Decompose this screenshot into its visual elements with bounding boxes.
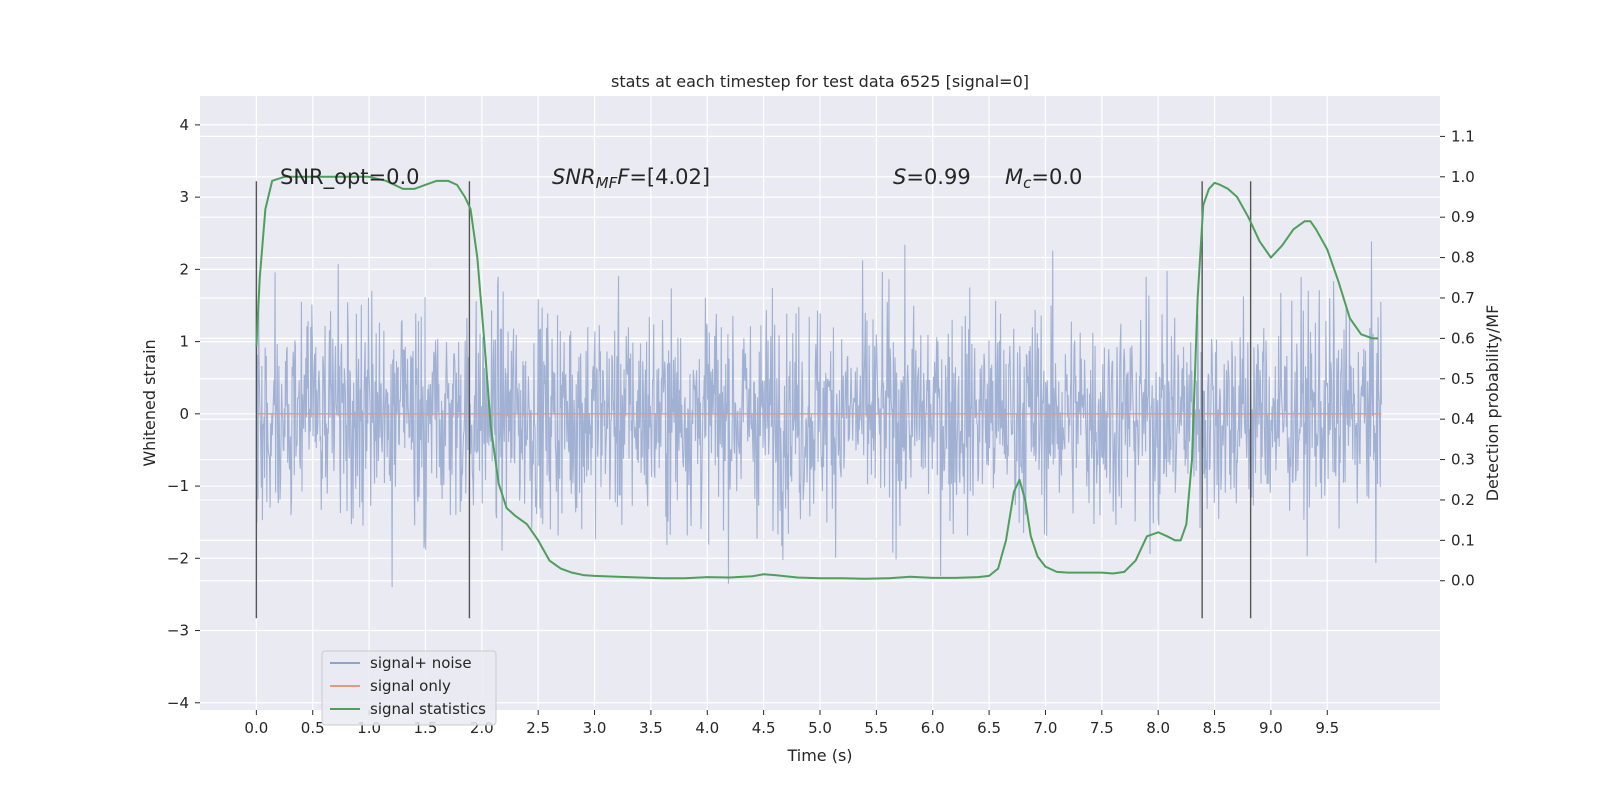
annotation-snr-mf-sub: MF	[596, 174, 618, 192]
x-tick-label-10: 5.0	[808, 719, 832, 737]
y-left-tick-label-0: −4	[167, 694, 189, 712]
y-right-tick-label-11: 1.1	[1451, 127, 1475, 145]
y-right-tick-label-6: 0.6	[1451, 329, 1475, 347]
legend-label-signal-statistics: signal statistics	[370, 700, 486, 718]
x-tick-label-19: 9.5	[1315, 719, 1339, 737]
chart-title: stats at each timestep for test data 652…	[611, 72, 1029, 91]
x-tick-label-12: 6.0	[921, 719, 945, 737]
x-tick-label-7: 3.5	[639, 719, 663, 737]
annotation-snr-opt: SNR_opt=0.0	[280, 165, 420, 190]
series-signal-noise-line	[255, 241, 1382, 588]
y-left-axis-ticks: −4 −3 −2 −1 0 1 2 3 4	[167, 116, 200, 712]
segment-markers	[255, 181, 1252, 619]
x-tick-label-15: 7.5	[1090, 719, 1114, 737]
x-tick-label-17: 8.5	[1203, 719, 1227, 737]
y-left-tick-label-6: 2	[179, 260, 189, 278]
x-tick-label-0: 0.0	[244, 719, 268, 737]
legend: signal+ noise signal only signal statist…	[321, 650, 497, 726]
y-right-tick-label-1: 0.1	[1451, 531, 1475, 549]
x-tick-label-11: 5.5	[864, 719, 888, 737]
y-right-tick-label-7: 0.7	[1451, 289, 1475, 307]
y-axis-label-left: Whitened strain	[140, 339, 159, 466]
x-axis-ticks: 0.0 0.5 1.0 1.5 2.0 2.5 3.0 3.5 4.0 4.5 5.0 5.5 6.0 6…	[244, 710, 1339, 737]
x-tick-label-9: 4.5	[752, 719, 776, 737]
x-tick-label-8: 4.0	[695, 719, 719, 737]
annotation-s-main: S	[893, 165, 906, 189]
annotation-snr-mf: SNRMFF=[4.02]	[552, 165, 710, 192]
y-right-tick-label-4: 0.4	[1451, 410, 1475, 428]
x-tick-label-13: 6.5	[977, 719, 1001, 737]
annotation-mc-main: M	[1005, 165, 1023, 189]
series-signal-statistics-line	[255, 175, 1378, 580]
annotation-mc-sub: c	[1023, 174, 1032, 192]
y-right-tick-label-2: 0.2	[1451, 491, 1475, 509]
y-right-tick-label-0: 0.0	[1451, 572, 1475, 590]
annotation-snr-mf-main: SNR	[552, 165, 596, 189]
annotation-mc-value: =0.0	[1031, 165, 1082, 189]
signal-statistics-series	[255, 175, 1378, 580]
y-right-tick-label-9: 0.9	[1451, 208, 1475, 226]
y-left-tick-label-7: 3	[179, 188, 189, 206]
grid	[200, 96, 1440, 710]
x-tick-label-1: 0.5	[301, 719, 325, 737]
y-right-tick-label-10: 1.0	[1451, 168, 1475, 186]
y-right-tick-label-8: 0.8	[1451, 249, 1475, 267]
annotation-snr-mf-f: F	[617, 165, 630, 189]
y-left-tick-label-1: −3	[167, 622, 189, 640]
legend-label-signal-noise: signal+ noise	[370, 654, 472, 672]
y-right-tick-label-5: 0.5	[1451, 370, 1475, 388]
x-tick-label-5: 2.5	[526, 719, 550, 737]
x-tick-label-18: 9.0	[1259, 719, 1283, 737]
y-left-tick-label-5: 1	[179, 333, 189, 351]
y-left-tick-label-2: −2	[167, 549, 189, 567]
y-left-tick-label-8: 4	[179, 116, 189, 134]
signal-noise-series	[255, 241, 1382, 588]
annotation-mc: Mc=0.0	[1005, 165, 1082, 192]
x-tick-label-6: 3.0	[583, 719, 607, 737]
y-left-tick-label-4: 0	[179, 405, 189, 423]
legend-box	[321, 650, 497, 726]
annotation-s-value: =0.99	[906, 165, 970, 189]
x-axis-label: Time (s)	[786, 746, 852, 765]
annotation-snr-mf-value: =[4.02]	[629, 165, 710, 189]
y-right-tick-label-3: 0.3	[1451, 451, 1475, 469]
y-left-tick-label-3: −1	[167, 477, 189, 495]
x-tick-label-14: 7.0	[1034, 719, 1058, 737]
legend-label-signal-only: signal only	[370, 677, 451, 695]
y-right-axis-ticks: 0.0 0.1 0.2 0.3 0.4 0.5 0.6 0.7 0.8 0.9 1.0 1.1	[1440, 127, 1475, 590]
x-tick-label-16: 8.0	[1146, 719, 1170, 737]
y-right-axis-label: Detection probability/MF	[1483, 305, 1502, 502]
annotation-s: S=0.99	[893, 165, 971, 189]
